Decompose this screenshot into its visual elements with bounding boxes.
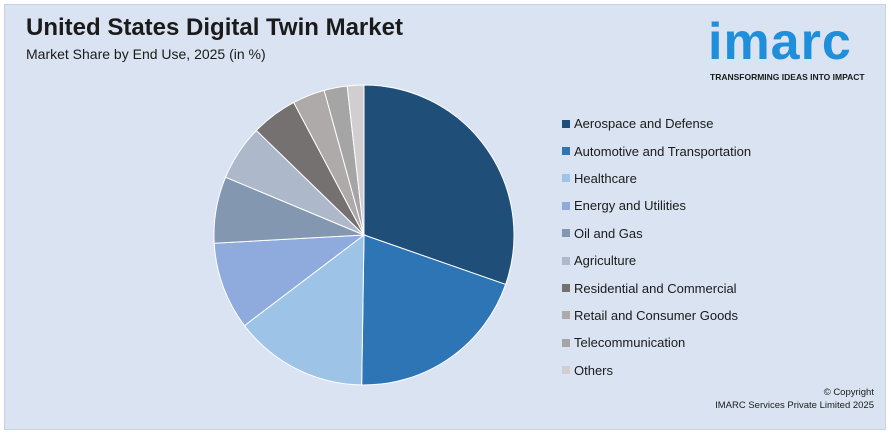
legend-label: Retail and Consumer Goods: [574, 307, 739, 323]
legend-item-healthcare: Healthcare: [562, 165, 751, 192]
legend-swatch: [562, 147, 570, 156]
legend-item-residential-and-commercial: Residential and Commercial: [562, 274, 751, 301]
legend-swatch: [562, 366, 570, 375]
legend-item-others: Others: [562, 357, 751, 384]
legend-item-energy-and-utilities: Energy and Utilities: [562, 192, 751, 219]
legend-item-aerospace-and-defense: Aerospace and Defense: [562, 110, 751, 137]
pie-slice-aerospace-and-defense: [363, 84, 515, 286]
pie-slice-energy-and-utilities: [213, 234, 366, 327]
legend-item-oil-and-gas: Oil and Gas: [562, 220, 751, 247]
logo-wordmark: imarc: [708, 13, 852, 71]
legend-swatch: [562, 338, 570, 347]
legend-label: Residential and Commercial: [574, 280, 737, 296]
legend-swatch: [562, 119, 570, 128]
legend-label: Others: [574, 362, 614, 378]
legend-swatch: [562, 284, 570, 293]
legend-label: Healthcare: [574, 170, 637, 186]
pie-slice-healthcare: [243, 233, 365, 386]
copyright-notice: © Copyright IMARC Services Private Limit…: [715, 386, 874, 412]
legend-swatch: [562, 174, 570, 183]
legend-swatch: [562, 229, 570, 238]
legend-label: Energy and Utilities: [574, 198, 686, 214]
legend-label: Oil and Gas: [574, 225, 643, 241]
copyright-company: IMARC Services Private Limited 2025: [715, 400, 874, 411]
legend-item-retail-and-consumer-goods: Retail and Consumer Goods: [562, 302, 751, 329]
legend-label: Automotive and Transportation: [574, 143, 752, 159]
pie-slice-others: [346, 84, 365, 236]
legend-item-telecommunication: Telecommunication: [562, 329, 751, 356]
chart-legend: Aerospace and Defense Automotive and Tran…: [562, 110, 751, 384]
imarc-logo: imarc TRANSFORMING IDEAS INTO IMPACT: [708, 12, 878, 84]
legend-label: Aerospace and Defense: [574, 116, 714, 132]
legend-item-automotive-and-transportation: Automotive and Transportation: [562, 137, 751, 164]
legend-item-agriculture: Agriculture: [562, 247, 751, 274]
legend-swatch: [562, 311, 570, 320]
legend-label: Agriculture: [574, 253, 637, 269]
legend-swatch: [562, 256, 570, 265]
legend-swatch: [562, 201, 570, 210]
logo-tagline: TRANSFORMING IDEAS INTO IMPACT: [710, 72, 865, 82]
legend-label: Telecommunication: [574, 335, 686, 351]
chart-subtitle: Market Share by End Use, 2025 (in %): [26, 46, 266, 62]
pie-slice-automotive-and-transportation: [361, 234, 507, 386]
chart-title: United States Digital Twin Market: [26, 14, 403, 41]
copyright-line: © Copyright: [823, 387, 874, 398]
